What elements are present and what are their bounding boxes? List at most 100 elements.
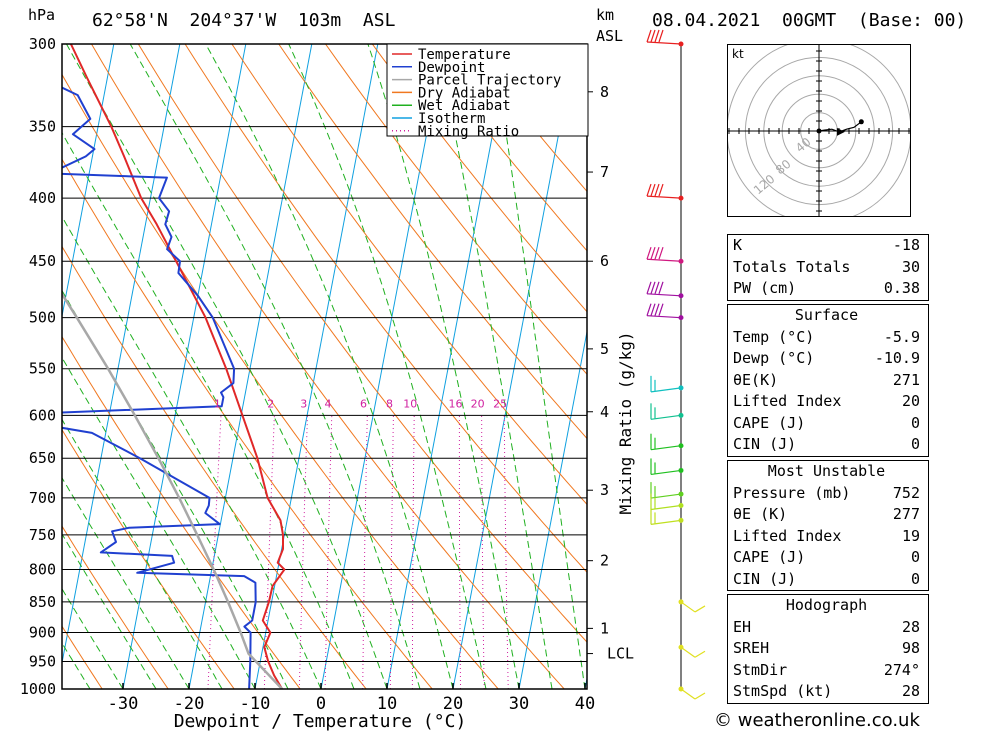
x-tick-label: 40	[575, 694, 595, 714]
wind-barb	[650, 482, 682, 499]
legend-label: Temperature	[418, 47, 511, 63]
wind-barb	[646, 247, 682, 262]
x-tick-label: 10	[377, 694, 397, 714]
height-tick-label: 1	[600, 619, 609, 637]
legend-label: Parcel Trajectory	[418, 73, 561, 89]
legend-box	[386, 43, 589, 137]
mixing-ratio-line	[458, 415, 461, 689]
pressure-tick-label: 300	[29, 35, 56, 53]
hodograph-unit-label: kt	[732, 47, 744, 61]
surface-value: 0	[910, 435, 920, 453]
legend-label: Dewpoint	[418, 60, 485, 76]
mixing-ratio-axis-label: Mixing Ratio (g/kg)	[616, 331, 635, 514]
mixing-ratio-line	[324, 415, 333, 689]
pressure-tick-label: 350	[29, 118, 56, 136]
isotherm-line	[188, 44, 313, 689]
pressure-tick-label: 950	[29, 653, 56, 671]
isotherm-line	[254, 44, 379, 689]
surface-value: -10.9	[874, 349, 920, 367]
mixing-ratio-line	[503, 415, 509, 689]
dewpoint-line	[62, 86, 257, 689]
wind-barb	[650, 493, 682, 511]
pressure-tick-label: 700	[29, 489, 56, 507]
surface-value: -5.9	[883, 327, 920, 346]
hodo-value: 274°	[883, 660, 920, 679]
dry-adiabat-line	[231, 44, 587, 506]
pressure-tick-label: 400	[29, 189, 56, 207]
hodo-label: StmSpd (kt)	[733, 682, 833, 700]
height-tick-label: 4	[600, 403, 609, 421]
wind-barb	[646, 29, 682, 45]
wet-adiabat-line	[367, 44, 520, 689]
mixing-ratio-line	[362, 415, 368, 689]
pressure-tick-label: 1000	[20, 680, 56, 698]
hodograph-ring-label: 40	[793, 135, 814, 156]
hodo-value: 28	[901, 617, 920, 636]
index-value: 0.38	[883, 279, 920, 297]
dry-adiabat-line	[559, 44, 587, 78]
mixing-ratio-line	[298, 415, 308, 689]
x-tick-label: -10	[240, 694, 271, 714]
index-label: PW (cm)	[733, 279, 797, 297]
wet-adiabat-line	[205, 44, 454, 689]
wet-adiabat-line	[62, 533, 157, 689]
pressure-unit-label: hPa	[28, 6, 56, 24]
mixing-ratio-label: 10	[403, 397, 417, 410]
surface-title: Surface	[794, 306, 859, 324]
mixing-ratio-line	[411, 415, 415, 689]
plot-area	[62, 44, 720, 689]
hodo-label: StmDir	[733, 660, 788, 679]
dry-adiabat-line	[62, 525, 169, 689]
mixing-ratio-label: 20	[471, 397, 485, 410]
dry-adiabat-line	[91, 44, 565, 689]
surface-label: Dewp (°C)	[733, 349, 815, 367]
parcel-trajectory-line	[62, 291, 284, 689]
surface-label: Temp (°C)	[733, 327, 815, 346]
height-tick-label: 7	[600, 163, 609, 181]
isotherm-line	[320, 44, 445, 689]
mixing-ratio-label: 6	[360, 397, 367, 410]
pressure-tick-label: 600	[29, 406, 56, 424]
hodo-label: EH	[733, 617, 752, 636]
index-label: Totals Totals	[733, 257, 851, 276]
index-value: 30	[901, 257, 920, 276]
wind-barb	[650, 375, 682, 393]
wind-barb	[650, 458, 682, 476]
pressure-tick-label: 750	[29, 526, 56, 544]
dry-adiabat-line	[700, 44, 720, 689]
pressure-tick-label: 900	[29, 624, 56, 642]
index-label: K	[733, 236, 743, 254]
height-asl-label: ASL	[596, 27, 624, 45]
wind-barb	[680, 601, 706, 613]
wet-adiabat-line	[129, 44, 421, 689]
pressure-tick-label: 500	[29, 309, 56, 327]
mixing-ratio-line	[207, 415, 222, 689]
legend-label: Wet Adiabat	[418, 98, 511, 114]
legend-label: Isotherm	[418, 111, 485, 127]
mu-value: 19	[901, 526, 920, 545]
mu-value: 0	[910, 548, 920, 566]
hodograph-end-dot	[858, 119, 864, 125]
mixing-ratio-line	[481, 415, 485, 689]
mu-label: CAPE (J)	[733, 548, 806, 566]
surface-label: CIN (J)	[733, 435, 797, 453]
wet-adiabat-line	[435, 44, 553, 689]
x-tick-label: -20	[174, 694, 205, 714]
pressure-tick-label: 650	[29, 449, 56, 467]
surface-label: θE(K)	[733, 370, 779, 389]
wind-barb	[646, 303, 682, 319]
mu-value: 277	[892, 505, 920, 523]
surface-label: CAPE (J)	[733, 413, 806, 432]
wind-barb	[650, 508, 682, 525]
height-tick-label: 6	[600, 252, 609, 270]
surface-table: Surface Temp (°C) -5.9 Dewp (°C) -10.9 θE(…	[727, 304, 929, 457]
dry-adiabat-line	[418, 44, 587, 252]
mu-label: Lifted Index	[733, 526, 842, 545]
hodo-label: SREH	[733, 639, 770, 657]
hodo-value: 98	[901, 639, 920, 657]
pressure-tick-label: 850	[29, 593, 56, 611]
x-tick-label: 20	[443, 694, 463, 714]
hodograph-table: Hodograph EH 28 SREH 98 StmDir 274° StmSpd …	[727, 594, 929, 704]
